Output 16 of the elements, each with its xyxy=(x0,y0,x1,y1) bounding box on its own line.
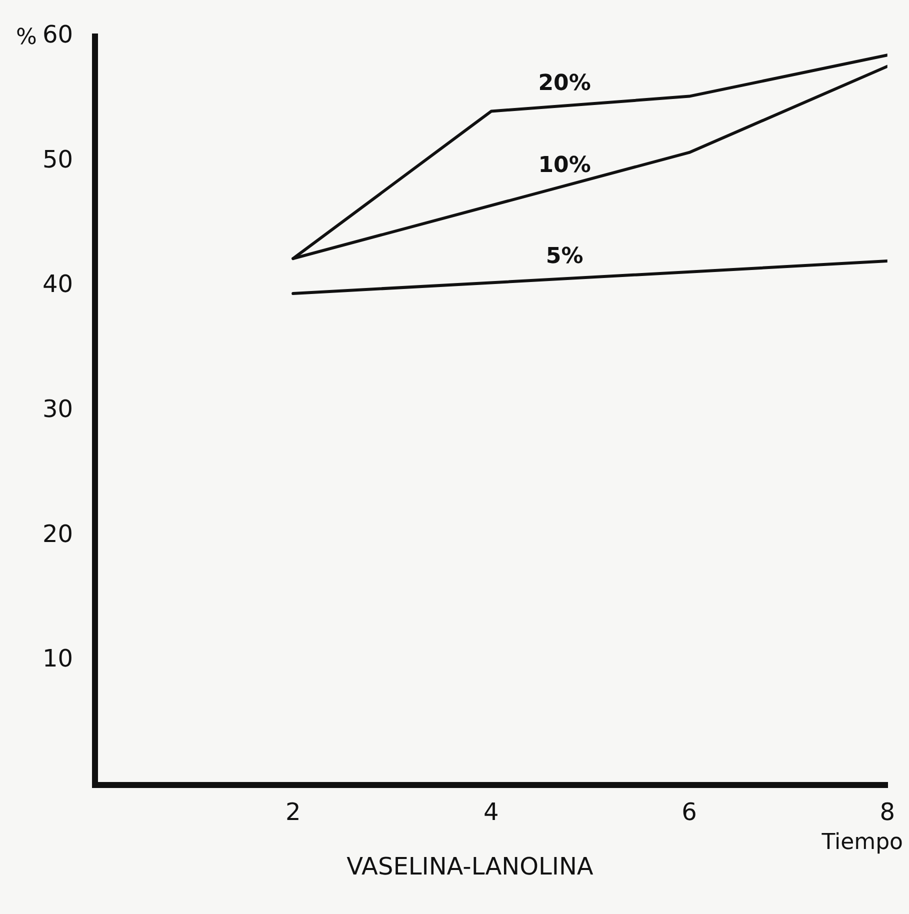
series-label: 5% xyxy=(546,244,584,269)
y-tick-label: 30 xyxy=(42,395,73,424)
y-tick-label: 60 xyxy=(42,20,73,49)
x-tick-label: 4 xyxy=(484,798,499,826)
x-tick-label: 6 xyxy=(682,798,697,826)
y-tick-label: 10 xyxy=(42,644,73,673)
x-axis-title: Tiempo xyxy=(820,830,903,855)
y-axis-title: % xyxy=(16,25,37,50)
y-tick-label: 50 xyxy=(42,145,73,174)
text: VASELINA-LANOLINA xyxy=(346,852,594,880)
series-label: 20% xyxy=(538,71,591,96)
series-label: 10% xyxy=(538,153,591,178)
y-tick-label: 20 xyxy=(42,520,73,548)
y-tick-label: 40 xyxy=(42,270,73,298)
x-tick-label: 2 xyxy=(285,798,301,826)
x-tick-label: 8 xyxy=(880,798,896,826)
